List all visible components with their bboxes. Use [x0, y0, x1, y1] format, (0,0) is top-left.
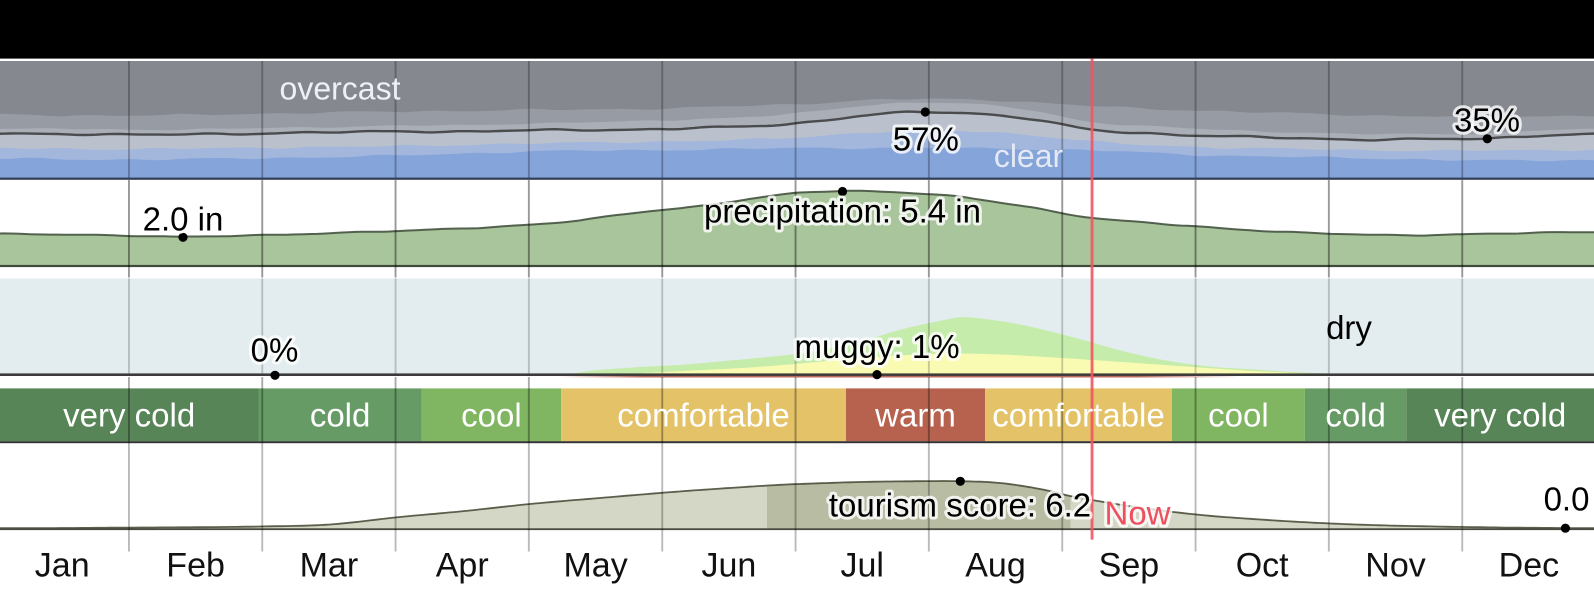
svg-text:dry: dry	[1326, 309, 1372, 346]
svg-text:very cold: very cold	[1434, 397, 1566, 434]
svg-text:0%: 0%	[251, 332, 299, 369]
svg-text:tourism score: 6.2: tourism score: 6.2	[829, 487, 1091, 524]
svg-text:muggy: 1%: muggy: 1%	[794, 328, 959, 365]
svg-text:0.0: 0.0	[1544, 481, 1590, 518]
svg-text:Jun: Jun	[701, 547, 756, 585]
svg-text:cold: cold	[1325, 397, 1386, 434]
svg-text:Oct: Oct	[1236, 547, 1289, 585]
svg-text:cold: cold	[310, 397, 371, 434]
svg-text:warm: warm	[874, 397, 956, 434]
svg-text:comfortable: comfortable	[992, 397, 1164, 434]
svg-text:clear: clear	[994, 138, 1064, 174]
svg-text:Aug: Aug	[965, 547, 1026, 585]
svg-text:comfortable: comfortable	[617, 397, 789, 434]
svg-text:Now: Now	[1105, 495, 1171, 532]
svg-text:precipitation: 5.4 in: precipitation: 5.4 in	[704, 193, 981, 230]
svg-text:cool: cool	[461, 397, 522, 434]
svg-text:Mar: Mar	[300, 547, 359, 585]
svg-text:Apr: Apr	[436, 547, 489, 585]
svg-text:Jul: Jul	[840, 547, 883, 585]
svg-text:Jan: Jan	[35, 547, 90, 585]
svg-text:May: May	[563, 547, 627, 585]
svg-text:very cold: very cold	[63, 397, 195, 434]
svg-text:Sep: Sep	[1099, 547, 1160, 585]
svg-text:35%: 35%	[1454, 102, 1520, 139]
svg-text:Dec: Dec	[1499, 547, 1559, 585]
svg-text:2.0 in: 2.0 in	[143, 201, 224, 238]
svg-text:57%: 57%	[893, 121, 959, 158]
svg-text:Feb: Feb	[166, 547, 225, 585]
svg-text:Nov: Nov	[1365, 547, 1425, 585]
svg-text:cool: cool	[1208, 397, 1269, 434]
svg-text:overcast: overcast	[280, 71, 401, 107]
